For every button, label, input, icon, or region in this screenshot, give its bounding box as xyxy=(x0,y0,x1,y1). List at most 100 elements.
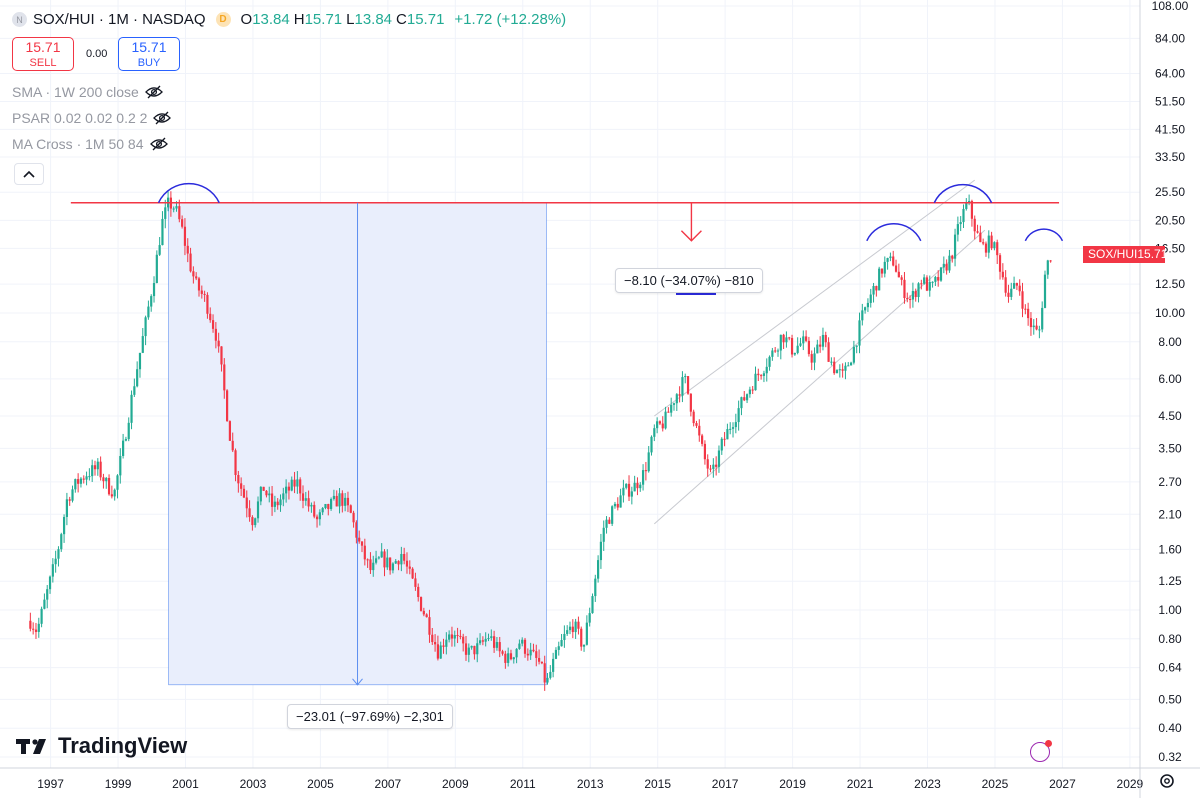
y-tick-label: 0.50 xyxy=(1158,692,1182,706)
candle-body xyxy=(774,350,777,352)
x-tick-label: 2023 xyxy=(914,777,941,791)
candle-body xyxy=(484,638,487,642)
sell-label: SELL xyxy=(29,57,57,69)
candle-body xyxy=(518,643,521,649)
gear-icon[interactable] xyxy=(1158,772,1176,790)
delay-badge: D xyxy=(215,12,231,27)
candle-body xyxy=(526,653,529,656)
indicator-row[interactable]: MA Cross · 1M 50 84 xyxy=(12,136,168,152)
x-tick-label: 2027 xyxy=(1049,777,1076,791)
candle-body xyxy=(172,208,175,210)
x-tick-label: 2013 xyxy=(577,777,604,791)
candle-body xyxy=(251,517,254,526)
candle-body xyxy=(487,638,490,640)
candle-body xyxy=(242,488,246,498)
channel-line-upper xyxy=(654,179,976,417)
candle-body xyxy=(788,337,791,339)
candle-body xyxy=(124,439,128,441)
candle-body xyxy=(858,320,861,346)
collapse-legend-button[interactable] xyxy=(14,163,44,185)
measure-label-top[interactable]: −8.10 (−34.07%) −810 xyxy=(615,268,763,293)
candle-body xyxy=(346,497,350,506)
candle-body xyxy=(237,475,240,484)
candle-body xyxy=(830,361,833,363)
tradingview-logo[interactable]: TradingView xyxy=(16,733,187,759)
candle-body xyxy=(827,342,830,362)
candle-body xyxy=(150,296,153,307)
candle-body xyxy=(240,483,243,489)
candle-body xyxy=(144,317,147,337)
candle-body xyxy=(886,258,889,262)
candle-body xyxy=(841,369,844,371)
candle-body xyxy=(661,423,664,429)
candle-body xyxy=(341,493,344,506)
candle-body xyxy=(903,279,906,299)
candle-body xyxy=(953,234,957,259)
eye-off-icon[interactable] xyxy=(144,85,163,99)
candle-body xyxy=(945,263,948,271)
candle-body xyxy=(1018,285,1021,292)
candle-body xyxy=(178,206,181,220)
candle-body xyxy=(745,394,749,401)
symbol-title[interactable]: SOX/HUI · 1M · NASDAQ xyxy=(33,11,206,28)
candle-body xyxy=(228,421,232,441)
candle-body xyxy=(605,519,608,528)
measure-range-box xyxy=(168,179,986,686)
candle-body xyxy=(920,283,923,285)
buy-button[interactable]: 15.71 BUY xyxy=(118,37,180,71)
bolt-icon[interactable] xyxy=(1030,740,1052,762)
candle-body xyxy=(476,643,479,655)
candle-body xyxy=(270,493,274,507)
candle-body xyxy=(962,208,965,223)
candle-body xyxy=(847,365,850,367)
candle-body xyxy=(807,340,811,355)
candle-body xyxy=(498,642,501,652)
y-tick-label: 2.10 xyxy=(1158,507,1182,521)
candle-body xyxy=(147,306,150,318)
measure-label-bottom[interactable]: −23.01 (−97.69%) −2,301 xyxy=(287,704,453,729)
indicator-row[interactable]: SMA · 1W 200 close xyxy=(12,84,163,100)
candle-body xyxy=(861,310,864,321)
candle-body xyxy=(594,578,597,597)
candle-body xyxy=(568,626,572,631)
candle-body xyxy=(293,479,296,487)
tradingview-logo-text: TradingView xyxy=(58,733,188,758)
candle-body xyxy=(566,630,569,634)
candle-body xyxy=(181,219,184,227)
symbol-badge: N xyxy=(12,12,27,27)
candle-body xyxy=(810,354,813,363)
eye-off-icon[interactable] xyxy=(149,137,168,151)
candle-body xyxy=(990,235,993,249)
candle-body xyxy=(282,493,285,500)
candle-body xyxy=(464,643,468,655)
candle-body xyxy=(105,477,108,482)
top-arc xyxy=(1024,228,1064,242)
candle-body xyxy=(268,493,271,496)
candle-body xyxy=(804,336,808,341)
candle-body xyxy=(585,622,588,645)
eye-off-icon[interactable] xyxy=(153,111,172,125)
candle-body xyxy=(456,635,459,637)
candle-body xyxy=(894,265,898,272)
spread-value: 0.00 xyxy=(86,48,108,60)
candle-body xyxy=(501,651,504,654)
indicator-row[interactable]: PSAR 0.02 0.02 0.2 2 xyxy=(12,110,172,126)
candle-body xyxy=(658,421,662,424)
candle-body xyxy=(760,375,763,377)
candle-body xyxy=(577,621,580,629)
y-tick-label: 4.50 xyxy=(1158,409,1182,423)
candle-body xyxy=(664,411,667,429)
candle-body xyxy=(864,307,867,311)
y-tick-label: 6.00 xyxy=(1158,372,1182,386)
candle-body xyxy=(287,486,291,491)
candle-body xyxy=(515,648,518,658)
candle-body xyxy=(560,639,563,647)
candle-body xyxy=(641,470,645,485)
candle-body xyxy=(74,479,77,490)
candle-body xyxy=(197,278,201,291)
candle-body xyxy=(507,653,510,663)
sell-button[interactable]: 15.71 SELL xyxy=(12,37,74,71)
candle-body xyxy=(616,503,619,508)
ohlc-key: O xyxy=(240,11,253,28)
